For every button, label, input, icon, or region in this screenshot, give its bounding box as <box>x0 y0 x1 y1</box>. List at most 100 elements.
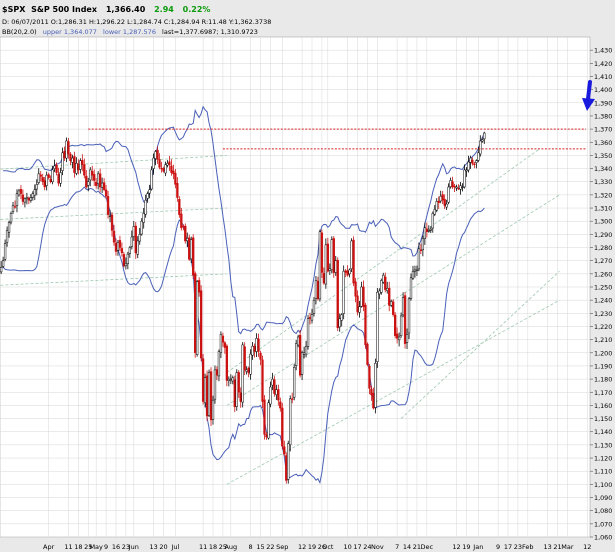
y-tick-label: 1,180 <box>594 376 612 384</box>
y-tick-label: 1,310 <box>594 205 612 213</box>
candle-down <box>73 156 76 173</box>
candle-up <box>97 173 100 185</box>
candle-down <box>85 175 88 188</box>
candle-down <box>372 393 375 409</box>
candle-down <box>47 174 50 179</box>
y-tick-label: 1,290 <box>594 231 612 239</box>
candle-down <box>437 200 440 204</box>
candles <box>0 131 486 484</box>
candle-down <box>326 243 329 272</box>
bb-label: BB(20,2.0) <box>2 28 37 36</box>
candle-down <box>451 181 454 188</box>
candle-down <box>320 232 324 273</box>
candle-down <box>41 177 44 182</box>
candle-up <box>45 174 48 186</box>
candle-up <box>251 345 254 356</box>
candle-down <box>441 194 444 201</box>
x-tick-label: Apr <box>43 543 55 551</box>
candle-up <box>324 244 328 285</box>
candle-up <box>405 334 409 343</box>
candle-down <box>67 141 70 155</box>
x-tick-label: 14 <box>403 543 411 551</box>
candle-up <box>475 160 478 163</box>
trend-channel-line <box>226 299 560 485</box>
candle-up <box>207 372 211 416</box>
x-tick-label: 7 <box>395 543 399 551</box>
x-tick-label: 11 <box>64 543 72 551</box>
x-tick-label: May <box>89 543 103 551</box>
x-tick-label: 20 <box>159 543 167 551</box>
candle-down <box>102 182 106 190</box>
candle-up <box>459 185 462 190</box>
x-tick-label: 13 <box>149 543 157 551</box>
change-percent: 0.22% <box>183 5 211 14</box>
candle-up <box>358 306 361 313</box>
candle-up <box>340 314 343 321</box>
candle-up <box>25 197 29 199</box>
candle-up <box>116 242 120 251</box>
candle-down <box>134 225 137 254</box>
trend-channel-line <box>0 155 227 170</box>
candle-down <box>120 248 124 254</box>
candle-up <box>245 369 248 372</box>
y-tick-label: 1,170 <box>594 389 612 397</box>
candle-up <box>186 238 189 242</box>
candle-up <box>302 352 306 355</box>
candle-down <box>356 295 359 313</box>
candle-up <box>376 292 379 362</box>
candle-up <box>401 297 405 316</box>
candle-down <box>170 165 173 173</box>
candle-down <box>259 352 262 360</box>
x-tick-label: 8 <box>249 543 253 551</box>
candle-up <box>0 267 3 273</box>
candle-down <box>352 239 355 284</box>
candle-down <box>285 455 288 481</box>
candle-up <box>380 280 383 293</box>
candle-down <box>425 228 428 232</box>
candle-down <box>419 249 423 251</box>
candle-up <box>386 288 389 291</box>
candle-up <box>7 222 11 233</box>
candle-up <box>483 132 486 140</box>
y-tick-label: 1,270 <box>594 257 612 265</box>
candle-up <box>164 164 167 174</box>
x-tick-label: 11 <box>199 543 207 551</box>
y-tick-label: 1,130 <box>594 441 612 449</box>
candle-up <box>360 286 363 307</box>
x-tick-label: Oct <box>322 543 334 551</box>
candle-down <box>77 163 80 171</box>
x-tick-label: 21 <box>553 543 561 551</box>
bollinger-upper-band <box>3 105 485 335</box>
candle-up <box>461 186 464 189</box>
candle-up <box>140 220 143 235</box>
y-tick-label: 1,110 <box>594 468 612 476</box>
bollinger-bands <box>2 105 485 485</box>
candle-down <box>225 345 229 381</box>
y-tick-label: 1,360 <box>594 139 612 147</box>
bb-last: last=1,377.6987; 1,310.9723 <box>162 28 258 36</box>
candle-up <box>249 353 252 375</box>
candle-up <box>17 190 21 196</box>
candle-up <box>89 169 92 181</box>
candle-down <box>106 196 110 215</box>
candle-down <box>237 372 240 393</box>
candle-up <box>1 260 5 267</box>
candle-up <box>411 270 415 279</box>
candle-down <box>192 237 195 276</box>
candle-up <box>231 377 234 382</box>
candle-up <box>132 226 135 237</box>
candle-down <box>395 333 399 339</box>
candle-up <box>87 181 90 186</box>
candle-up <box>328 268 331 271</box>
candle-up <box>382 274 385 283</box>
candle-down <box>93 174 96 181</box>
candle-up <box>9 213 13 223</box>
candle-up <box>421 238 425 251</box>
candle-down <box>98 173 102 188</box>
candle-down <box>332 238 335 273</box>
candle-up <box>196 281 199 355</box>
x-tick-label: 19 <box>308 543 316 551</box>
candle-down <box>156 149 159 160</box>
candle-up <box>138 234 141 242</box>
